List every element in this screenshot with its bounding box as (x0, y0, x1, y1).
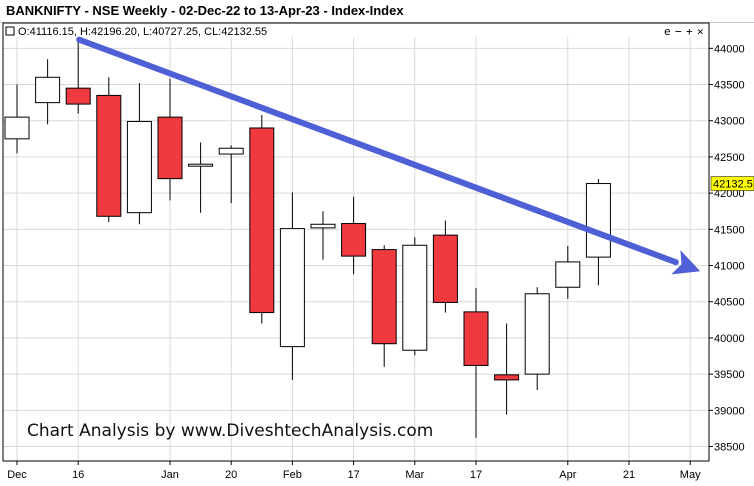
candle-5 (157, 78, 183, 201)
candle-19 (585, 178, 611, 286)
candle-body-bull (126, 120, 152, 214)
candle-body-bear (432, 234, 458, 303)
x-tick-label: Mar (405, 469, 424, 481)
candle-body-bull (188, 163, 214, 167)
candle-body-bull (279, 228, 305, 348)
candle-body-bull (310, 223, 336, 229)
candle-15 (463, 287, 489, 438)
x-tick-label: 17 (347, 469, 359, 481)
candle-17 (524, 287, 550, 391)
candle-body-bull (555, 261, 581, 288)
candle-2 (65, 37, 91, 114)
x-tick-label: Dec (7, 469, 27, 481)
close-control[interactable]: × (697, 25, 704, 38)
candle-0 (4, 84, 30, 154)
y-tick-label: 41500 (714, 224, 745, 236)
y-tick-label: 42500 (714, 152, 745, 164)
candle-8 (249, 114, 275, 324)
y-tick-label: 38500 (714, 442, 745, 454)
watermark: Chart Analysis by www.DiveshtechAnalysis… (27, 421, 433, 441)
y-tick-label: 41000 (714, 261, 745, 273)
candle-3 (96, 77, 122, 223)
x-tick-label: Jan (161, 469, 179, 481)
candle-body-bear (463, 311, 489, 366)
x-tick-label: Apr (559, 469, 576, 481)
x-tick-label: May (680, 469, 701, 481)
candle-body-bear (65, 87, 91, 105)
legend-box-icon (5, 26, 15, 36)
dash-control[interactable]: − (675, 25, 682, 38)
candle-body-bull (4, 116, 30, 140)
candle-16 (494, 323, 520, 415)
ohlc-readout: O:41116.15, H:42196.20, L:40727.25, CL:4… (18, 26, 267, 38)
y-tick-label: 39000 (714, 405, 745, 417)
candle-body-bull (402, 244, 428, 351)
x-axis: Dec 16 Jan 20 Feb 17 Mar 17 Apr 21 May (7, 461, 701, 481)
trend-arrow-shaft (76, 36, 679, 266)
minimize-control[interactable]: e (664, 25, 671, 38)
chart-title: BANKNIFTY - NSE Weekly - 02-Dec-22 to 13… (6, 3, 404, 18)
y-tick-label: 42000 (714, 188, 745, 200)
candle-body-bull (218, 147, 244, 155)
candle-body-bull (35, 76, 61, 104)
y-axis: 38500 39000 39500 40000 40500 41000 41500 42000… (709, 43, 754, 454)
candle-body-bull (585, 183, 611, 258)
candle-7 (218, 145, 244, 204)
x-tick-label: 17 (470, 469, 482, 481)
candle-10 (310, 211, 336, 260)
candle-14 (432, 220, 458, 313)
trend-arrow-head (671, 250, 701, 275)
candle-18 (555, 245, 581, 299)
candle-12 (371, 245, 397, 367)
title-bar: BANKNIFTY - NSE Weekly - 02-Dec-22 to 13… (0, 0, 754, 23)
x-tick-label: 16 (72, 469, 84, 481)
candle-body-bear (494, 374, 520, 381)
candle-body-bear (371, 249, 397, 345)
candle-11 (341, 196, 367, 275)
y-tick-label: 40000 (714, 333, 745, 345)
candle-9 (279, 192, 305, 380)
candle-body-bear (249, 127, 275, 314)
x-tick-label: 20 (225, 469, 237, 481)
candle-body-bear (157, 116, 183, 180)
y-tick-label: 43500 (714, 80, 745, 92)
candle-4 (126, 83, 152, 225)
candle-body-bear (96, 94, 122, 217)
candles-layer (4, 37, 611, 438)
candle-body-bear (341, 223, 367, 257)
candle-1 (35, 59, 61, 125)
last-price-label: 42132.5 (713, 179, 753, 191)
y-tick-label: 43000 (714, 116, 745, 128)
candle-13 (402, 237, 428, 356)
x-tick-label: 21 (623, 469, 635, 481)
y-tick-label: 44000 (714, 43, 745, 55)
x-tick-label: Feb (283, 469, 302, 481)
last-price-badge (710, 176, 754, 191)
candle-body-bull (524, 293, 550, 375)
y-tick-label: 40500 (714, 297, 745, 309)
y-tick-label: 39500 (714, 369, 745, 381)
candle-6 (188, 142, 214, 213)
trend-layer (76, 36, 701, 275)
plus-control[interactable]: + (686, 25, 693, 38)
